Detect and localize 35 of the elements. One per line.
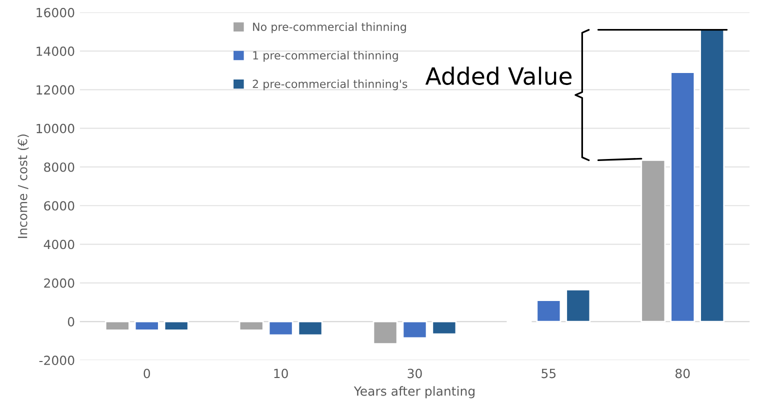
bar	[134, 320, 160, 331]
y-tick-label: 16000	[36, 8, 74, 18]
annotation: Added Value	[425, 66, 572, 85]
x-tick-label: 55	[542, 368, 556, 378]
y-tick-label: 2000	[44, 278, 74, 288]
bar	[164, 320, 189, 331]
bar	[700, 29, 725, 322]
x-tick-label: 10	[274, 368, 288, 378]
legend-label: 1 pre-commercial thinning	[253, 50, 398, 62]
bar	[372, 320, 398, 344]
x-axis-title: Years after planting	[354, 386, 474, 398]
bar	[670, 72, 696, 322]
y-axis-title: Income / cost (€)	[18, 134, 29, 238]
y-tick-label: -2000	[39, 356, 74, 366]
x-tick-label: 80	[676, 368, 690, 378]
bar	[268, 320, 294, 336]
y-tick-label: 0	[68, 317, 74, 326]
bar	[536, 300, 562, 322]
bar	[432, 320, 457, 335]
bar	[104, 320, 130, 331]
y-tick-label: 4000	[44, 240, 74, 250]
bar	[298, 320, 323, 336]
legend-label: 2 pre-commercial thinning's	[252, 79, 408, 90]
bar	[402, 320, 428, 339]
y-tick-label: 12000	[36, 85, 74, 95]
bar	[566, 288, 591, 322]
bar	[238, 320, 264, 331]
y-tick-label: 10000	[36, 124, 74, 134]
x-tick-label: 0	[144, 368, 150, 378]
x-tick-label: 30	[408, 368, 422, 378]
y-tick-label: 6000	[44, 201, 74, 211]
bar	[640, 160, 666, 322]
legend-label: No pre-commercial thinning	[253, 22, 406, 34]
y-tick-label: 14000	[36, 46, 74, 56]
y-tick-label: 8000	[44, 162, 74, 172]
